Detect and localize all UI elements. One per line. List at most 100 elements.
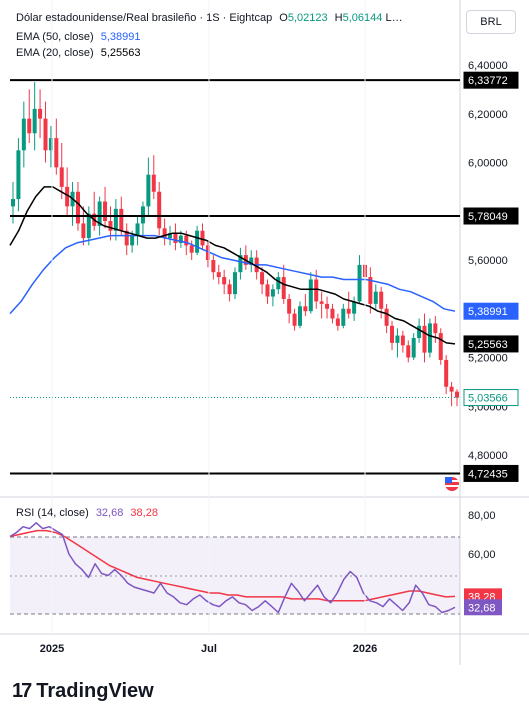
price-tags: 6,33772 5,78049 4,72435 5,38991 5,25563 5,035…	[10, 71, 519, 482]
hline-price-tag: 6,33772	[463, 71, 519, 89]
hline-price-tag-bg	[463, 71, 519, 89]
ema20-legend[interactable]: EMA (20, close) 5,25563	[16, 47, 140, 59]
candle-body	[427, 323, 432, 353]
candle-body	[400, 335, 405, 346]
last-price-tag-label: 5,03566	[468, 393, 508, 405]
candle-body	[59, 167, 64, 187]
candle-body	[146, 174, 151, 207]
open-value: 5,02123	[287, 12, 328, 24]
candle-body	[319, 301, 324, 304]
candle-body	[205, 245, 210, 260]
candle-body	[119, 208, 124, 231]
tradingview-logo[interactable]: 17 TradingView	[12, 680, 154, 703]
symbol-legend[interactable]: Dólar estadounidense/Real brasileño · 1S…	[16, 12, 403, 24]
candle-body	[292, 313, 297, 326]
ema-lines	[9, 186, 456, 345]
rsi-legend[interactable]: RSI (14, close) 32,68 38,28	[16, 507, 158, 519]
candle-body	[422, 325, 427, 353]
candle-body	[97, 201, 102, 226]
ema50-price-tag: 5,38991	[463, 302, 519, 320]
time-axis-ticks[interactable]: 2025 Jul 2026	[40, 0, 377, 655]
candle-body	[270, 289, 275, 297]
candle-body	[379, 291, 384, 309]
horizontal-lines[interactable]	[10, 79, 460, 475]
candle-body	[341, 308, 346, 326]
candle-body	[86, 213, 91, 239]
ema20-price-tag-label: 5,25563	[468, 339, 508, 351]
tradingview-logo-icon: 17	[12, 680, 32, 702]
price-pane[interactable]: 6,400006,200006,000005,800005,600005,400…	[9, 0, 519, 665]
candle-body	[216, 272, 221, 278]
currency-button[interactable]: BRL	[466, 10, 516, 34]
hline-price-tag-label: 5,78049	[468, 211, 508, 223]
ema50-legend[interactable]: EMA (50, close) 5,38991	[16, 31, 140, 43]
ema50-value: 5,38991	[100, 31, 141, 43]
more-values: L…	[385, 12, 403, 24]
candle-body	[357, 264, 362, 302]
candle-body	[54, 138, 59, 168]
rsi-value: 32,68	[95, 507, 124, 519]
high-value: 5,06144	[342, 12, 383, 24]
price-tick-label: 5,20000	[468, 353, 508, 365]
ema50-price-tag-bg	[463, 302, 519, 320]
candle-body	[276, 277, 281, 290]
ema20-line	[9, 186, 456, 345]
rsi-label: RSI (14, close)	[16, 507, 89, 519]
candle-body	[27, 118, 32, 134]
hline-price-tag-label: 4,72435	[468, 468, 508, 480]
candle-body	[444, 359, 449, 387]
hline-price-tag-bg	[463, 207, 519, 225]
candle-body	[390, 325, 395, 343]
candle-body	[157, 191, 162, 229]
candle-body	[395, 335, 400, 343]
candle-body	[433, 323, 438, 334]
candle-body	[65, 186, 70, 207]
candle-body	[411, 338, 416, 358]
candle-body	[21, 118, 26, 151]
candle-body	[417, 325, 422, 338]
candle-body	[38, 108, 43, 119]
rsi-ma-line	[9, 529, 456, 602]
hline-price-tag: 4,72435	[463, 464, 519, 482]
candle-body	[135, 223, 140, 236]
hline-price-tag: 5,78049	[463, 207, 519, 225]
candle-body	[173, 233, 178, 243]
rsi-tick-label: 60,00	[468, 549, 496, 561]
price-tick-label: 6,00000	[468, 158, 508, 170]
candle-body	[168, 233, 173, 239]
last-price-tag: 5,03566	[463, 389, 519, 407]
flag-icon[interactable]	[445, 477, 459, 491]
ema50-price-tag-label: 5,38991	[468, 306, 508, 318]
rsi-axis-ticks: 80,00 60,00	[468, 510, 496, 561]
candle-body	[233, 272, 237, 295]
ema20-label: EMA (20, close)	[16, 47, 94, 59]
candle-body	[335, 318, 340, 326]
rsi-value-tag-label: 32,68	[468, 602, 496, 614]
candle-body	[449, 386, 454, 392]
candle-body	[368, 277, 373, 304]
candle-body	[314, 279, 319, 302]
time-tick-label: 2026	[353, 643, 377, 655]
ema20-value: 5,25563	[100, 47, 141, 59]
candle-body	[373, 291, 378, 304]
candle-body	[195, 230, 200, 253]
ema50-line	[9, 234, 456, 315]
price-tick-label: 6,20000	[468, 109, 508, 121]
rsi-value-tag-bg	[464, 599, 502, 616]
rsi-lines	[9, 522, 456, 614]
candle-body	[406, 345, 411, 358]
candle-body	[227, 284, 232, 295]
candle-body	[32, 108, 37, 134]
candle-body	[16, 150, 21, 200]
candle-body	[108, 221, 113, 231]
price-tick-label: 6,40000	[468, 60, 508, 72]
last-price-tag-bg	[463, 389, 519, 407]
candle-body	[211, 260, 216, 273]
ema50-label: EMA (50, close)	[16, 31, 94, 43]
candle-body	[140, 206, 145, 224]
candle-body	[249, 257, 254, 265]
candle-body	[11, 199, 15, 207]
